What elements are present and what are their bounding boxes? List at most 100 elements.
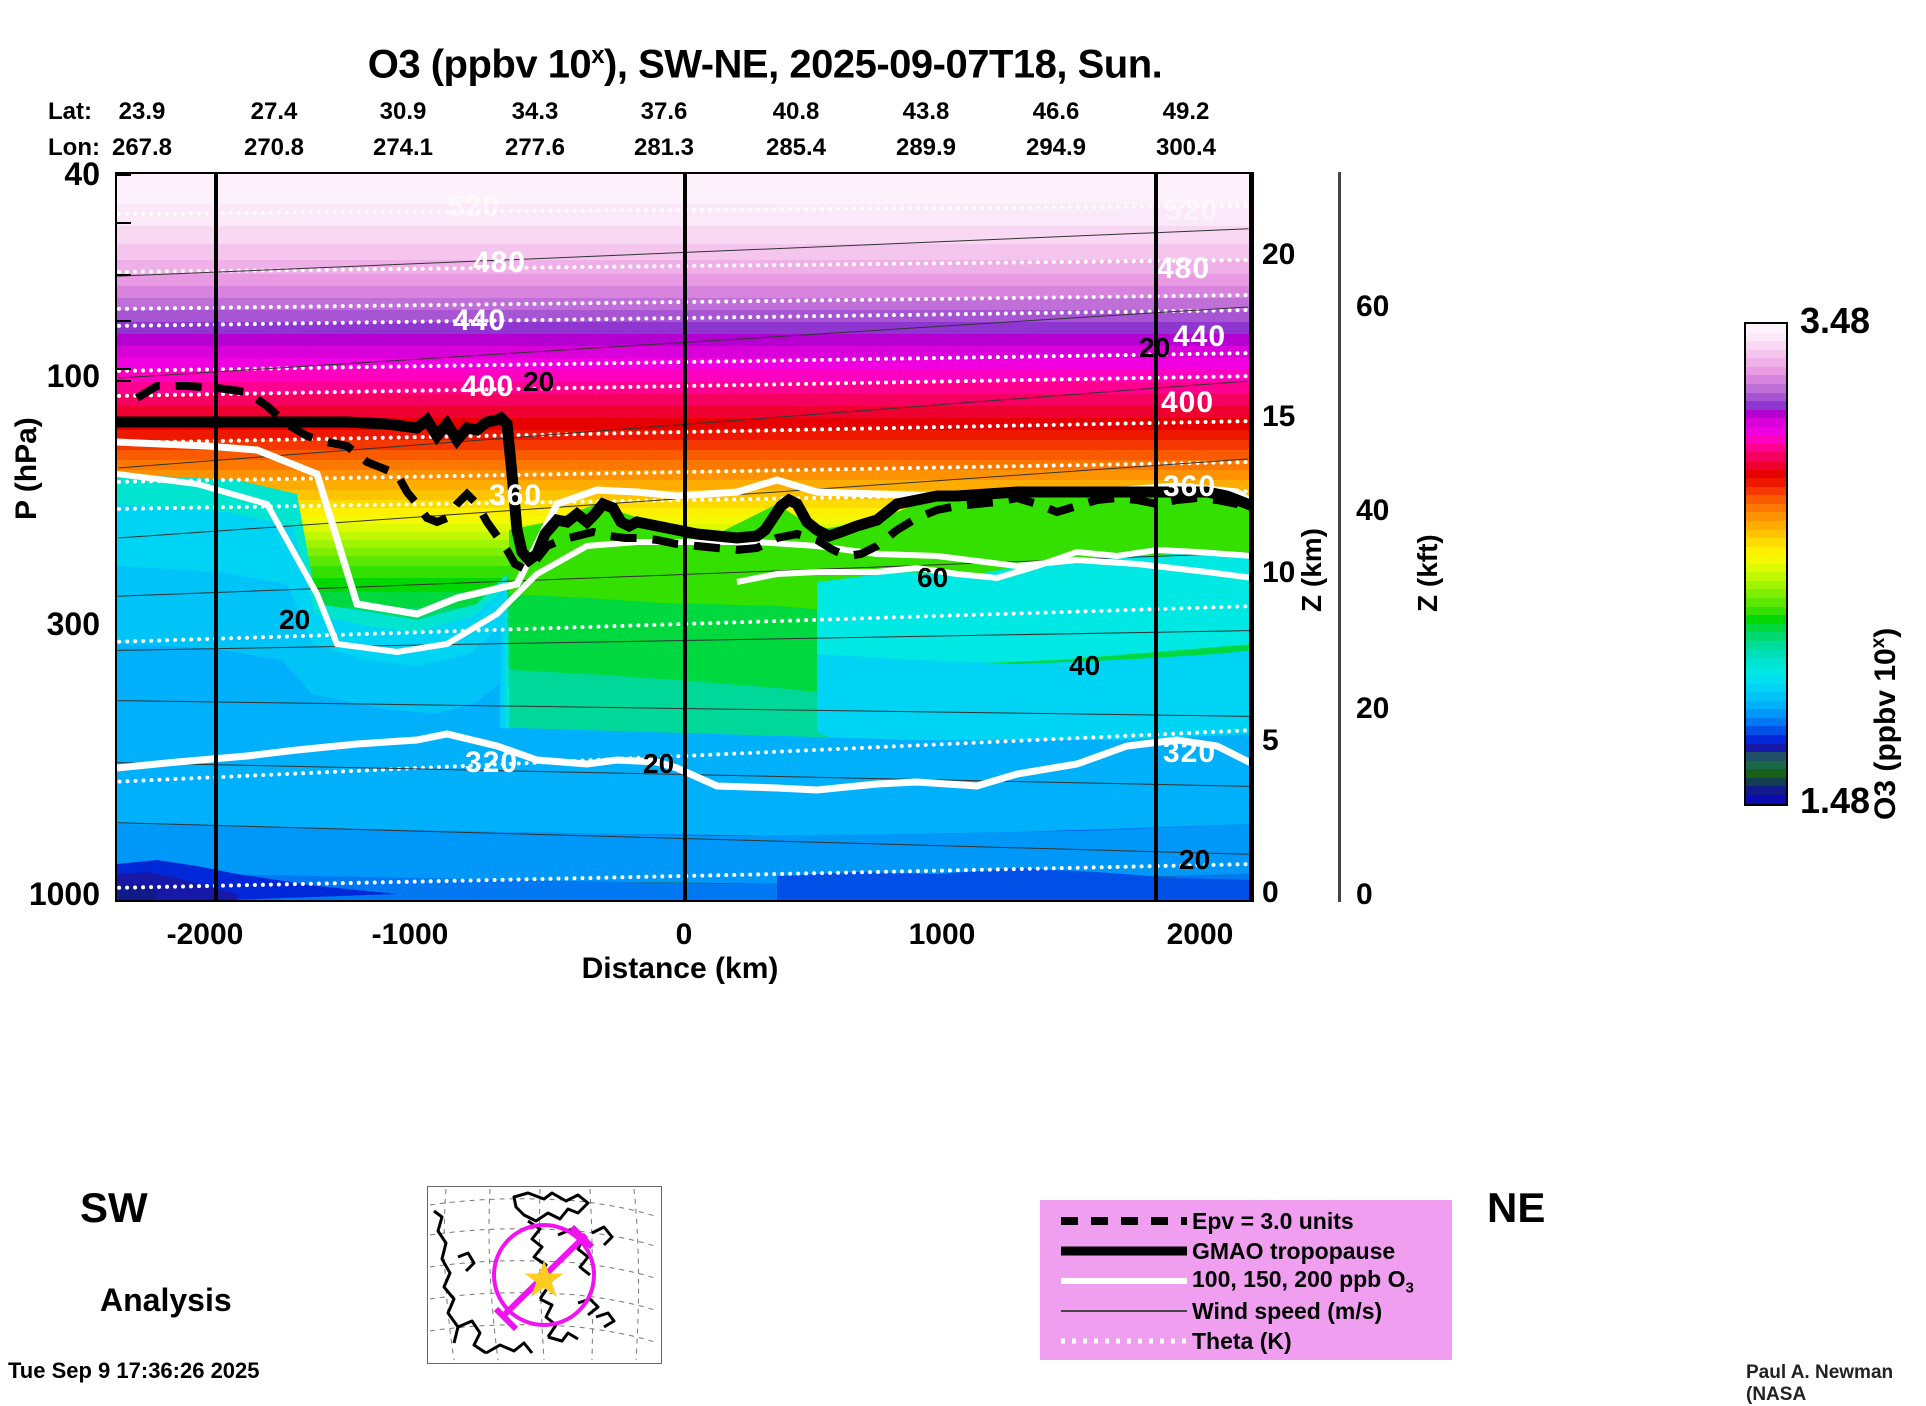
theta-label-520-r: 520 (1165, 194, 1219, 227)
theta-label-440-r: 440 (1173, 320, 1227, 353)
colorbar-segment (1746, 383, 1786, 393)
theta-label-520: 520 (447, 190, 501, 223)
z-kft-axis (1338, 172, 1341, 902)
marker-line-east (1154, 174, 1158, 900)
lat-value: 23.9 (118, 98, 166, 125)
sw-label: SW (80, 1184, 148, 1231)
wind-label-60: 60 (917, 562, 949, 593)
colorbar-segment (1746, 589, 1786, 598)
lon-value: 289.9 (895, 134, 957, 161)
colorbar-segment (1746, 478, 1786, 487)
coordinate-header: Lat: Lon: 23.9 27.4 30.9 34.3 37.6 40.8 … (0, 96, 1926, 166)
credit-label: Paul A. Newman (NASA (1746, 1362, 1894, 1405)
colorbar-segment (1746, 615, 1786, 624)
lon-label: Lon: (48, 134, 100, 161)
legend-label-theta: Theta (K) (1192, 1327, 1292, 1354)
lat-value: 40.8 (772, 98, 820, 125)
theta-label-360: 360 (489, 479, 543, 512)
theta-label-360-r: 360 (1163, 470, 1217, 503)
lat-value: 37.6 (640, 98, 688, 125)
x-axis-tick-label: 1000 (908, 918, 976, 951)
z-km-axis (1251, 172, 1381, 902)
dashed-line-icon (1056, 1206, 1192, 1236)
theta-label-480-r: 480 (1157, 252, 1211, 285)
colorbar-segment (1746, 700, 1786, 710)
legend-item: Wind speed (m/s) (1040, 1296, 1452, 1326)
colorbar-segment (1746, 529, 1786, 539)
colorbar-min-label: 1.48 (1800, 780, 1871, 821)
colorbar-segment (1746, 606, 1786, 616)
colorbar-segment (1746, 503, 1786, 513)
ne-label: NE (1487, 1184, 1546, 1231)
colorbar-segment (1746, 760, 1786, 770)
colorbar-segment (1746, 401, 1786, 410)
colorbar-segment (1746, 632, 1786, 641)
colorbar-segment (1746, 555, 1786, 564)
z-km-tick-label: 20 (1262, 238, 1296, 271)
z-km-axis-title: Z (km) (1296, 528, 1327, 612)
theta-label-320-r: 320 (1163, 736, 1217, 769)
colorbar-segment (1746, 563, 1786, 573)
colorbar-segment (1746, 520, 1786, 530)
y-axis-tick-label: 40 (64, 156, 100, 192)
y-tick (117, 368, 131, 370)
colorbar-segment (1746, 743, 1786, 753)
colorbar-segment (1746, 786, 1786, 795)
wind-label-20-c: 20 (643, 748, 675, 779)
colorbar[interactable] (1744, 322, 1788, 806)
colorbar-segment (1746, 666, 1786, 676)
z-km-tick-label: 15 (1262, 400, 1296, 433)
colorbar-segment (1746, 657, 1786, 667)
inset-location-map[interactable] (427, 1186, 662, 1364)
colorbar-segment (1746, 426, 1786, 436)
colorbar-title-end: ) (1869, 627, 1902, 638)
colorbar-segment (1746, 675, 1786, 684)
y-tick (117, 174, 131, 176)
legend-item: GMAO tropopause (1040, 1236, 1452, 1266)
z-kft-tick-label: 40 (1356, 494, 1390, 527)
solid-thick-line-icon (1056, 1236, 1192, 1266)
legend-item: Theta (K) (1040, 1326, 1452, 1356)
legend-label-wind: Wind speed (m/s) (1192, 1297, 1383, 1324)
lon-value: 270.8 (243, 134, 305, 161)
colorbar-segment (1746, 349, 1786, 359)
lat-value: 46.6 (1032, 98, 1080, 125)
wind-label-20-b: 20 (279, 604, 311, 635)
colorbar-max-label: 3.48 (1800, 300, 1871, 341)
colorbar-segment (1746, 452, 1786, 461)
lat-label: Lat: (48, 98, 92, 125)
colorbar-segment (1746, 418, 1786, 427)
colorbar-segment (1746, 486, 1786, 496)
theta-label-400: 400 (461, 370, 515, 403)
colorbar-segment (1746, 469, 1786, 479)
colorbar-segment (1746, 461, 1786, 470)
lon-value: 294.9 (1025, 134, 1087, 161)
wind-label-40: 40 (1069, 650, 1101, 681)
colorbar-segment (1746, 580, 1786, 590)
wind-label-20-d: 20 (1179, 844, 1211, 875)
colorbar-segment (1746, 332, 1786, 342)
lat-value: 49.2 (1162, 98, 1210, 125)
inset-map-svg (429, 1188, 659, 1361)
cross-section-plot[interactable]: 520 480 440 400 360 320 520 480 440 400 … (115, 172, 1251, 902)
legend-item: Epv = 3.0 units (1040, 1206, 1452, 1236)
colorbar-segment (1746, 495, 1786, 504)
colorbar-segment (1746, 375, 1786, 384)
lat-value: 34.3 (511, 98, 559, 125)
colorbar-segment (1746, 794, 1786, 804)
colorbar-segment (1746, 572, 1786, 581)
colorbar-segment (1746, 752, 1786, 761)
range-circle (492, 1223, 596, 1327)
marker-line-west (214, 174, 218, 900)
lon-value: 274.1 (372, 134, 434, 161)
y-tick (117, 222, 131, 224)
lon-value: 300.4 (1155, 134, 1217, 161)
title-exponent: x (591, 42, 605, 69)
y-axis-tick-label: 1000 (28, 876, 100, 912)
y-axis-title: P (hPa) (10, 417, 43, 520)
colorbar-segment (1746, 649, 1786, 658)
z-kft-axis-title: Z (kft) (1412, 534, 1443, 612)
wind-label-20-a: 20 (523, 366, 555, 397)
colorbar-segment (1746, 435, 1786, 444)
theta-label-480: 480 (473, 246, 527, 279)
